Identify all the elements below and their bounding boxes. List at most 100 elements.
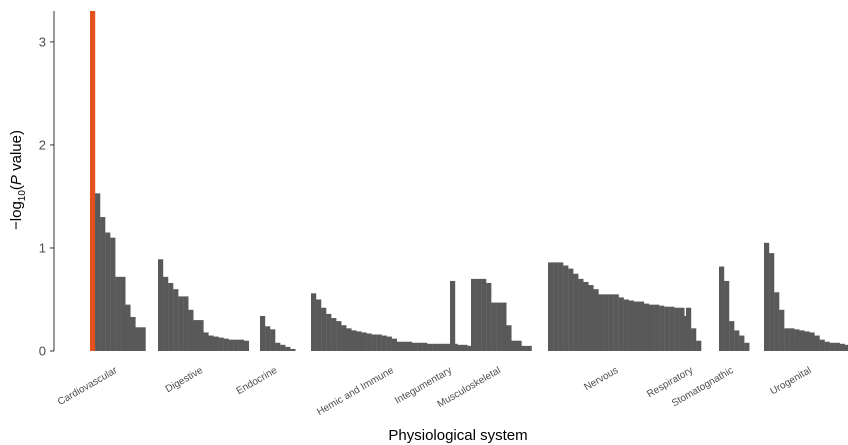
bar: [341, 325, 347, 351]
bar: [603, 294, 609, 351]
bar: [794, 329, 800, 351]
bar: [471, 278, 477, 351]
bar: [844, 344, 848, 351]
x-category-label: Cardiovascular: [56, 365, 120, 408]
bar: [481, 278, 487, 351]
y-tick-label: 2: [39, 137, 46, 152]
bar: [829, 342, 835, 351]
bar: [511, 340, 517, 351]
bar: [275, 342, 281, 351]
bar: [779, 309, 785, 351]
bar: [450, 280, 456, 351]
y-title-prefix: −log: [8, 201, 25, 230]
bar: [218, 337, 224, 351]
bar: [491, 302, 497, 351]
bar: [486, 283, 492, 351]
bar: [447, 343, 453, 351]
bar: [784, 328, 790, 351]
bar: [804, 331, 810, 351]
bar: [628, 300, 634, 351]
bar: [316, 299, 322, 351]
bar: [734, 330, 740, 351]
bar: [654, 304, 660, 351]
bar: [739, 335, 745, 351]
bar: [834, 342, 840, 351]
bar: [674, 307, 680, 351]
bar: [691, 328, 697, 351]
bar: [331, 318, 337, 351]
bar: [437, 343, 443, 351]
bar: [391, 338, 397, 351]
bar: [744, 342, 750, 351]
y-ticks: 0 1 2 3: [39, 34, 54, 359]
bar: [598, 294, 604, 351]
bar: [135, 327, 141, 351]
bar: [588, 285, 594, 351]
bar: [819, 339, 825, 351]
bar: [396, 341, 403, 351]
x-axis-title: Physiological system: [388, 427, 527, 444]
bar: [346, 328, 352, 351]
bar: [789, 328, 795, 351]
bar: [583, 281, 589, 351]
bar: [228, 339, 234, 351]
bar: [203, 332, 209, 351]
bar: [608, 294, 614, 351]
bar: [223, 338, 229, 351]
bar: [764, 242, 770, 351]
bar: [125, 304, 131, 351]
bar: [839, 343, 845, 351]
bar: [311, 293, 317, 351]
bar: [442, 343, 448, 351]
y-title-open: (: [8, 185, 25, 190]
bar: [163, 276, 169, 351]
bar: [188, 309, 194, 351]
bar: [814, 335, 820, 351]
bar: [719, 266, 725, 351]
bar: [260, 315, 266, 351]
bar: [774, 292, 780, 351]
bar: [467, 345, 473, 351]
bar: [356, 331, 362, 351]
bars-layer: [90, 11, 848, 351]
bar: [178, 296, 184, 351]
bar: [633, 301, 640, 351]
bar: [386, 336, 392, 351]
bar: [321, 307, 327, 351]
bar: [95, 193, 101, 351]
bar: [280, 344, 286, 351]
y-title-rest: value): [8, 130, 25, 175]
bar: [105, 232, 111, 351]
x-category-label: Nervous: [582, 365, 620, 393]
bar: [643, 303, 650, 351]
bar: [506, 325, 512, 351]
bar: [769, 253, 775, 351]
bar: [208, 335, 214, 351]
bar: [553, 262, 559, 351]
bar: [120, 276, 126, 351]
bar: [270, 329, 276, 351]
bar: [526, 345, 532, 351]
bar: [183, 296, 189, 351]
bar: [371, 334, 377, 351]
bar: [243, 340, 250, 351]
bar: [686, 307, 692, 351]
bar: [285, 346, 291, 351]
bar: [422, 342, 428, 351]
bar: [613, 294, 619, 351]
bar: [381, 335, 387, 351]
bar: [168, 283, 174, 351]
bar: [376, 334, 382, 351]
bar: [696, 340, 702, 351]
bar: [265, 326, 271, 351]
x-category-label: Urogenital: [768, 365, 813, 397]
bar: [115, 276, 121, 351]
bar: [809, 332, 815, 351]
bar: [496, 302, 502, 351]
bar: [563, 265, 569, 351]
bar: [173, 289, 179, 351]
bar: [336, 321, 342, 351]
highlighted-bar: [90, 11, 96, 351]
bar: [140, 327, 146, 351]
